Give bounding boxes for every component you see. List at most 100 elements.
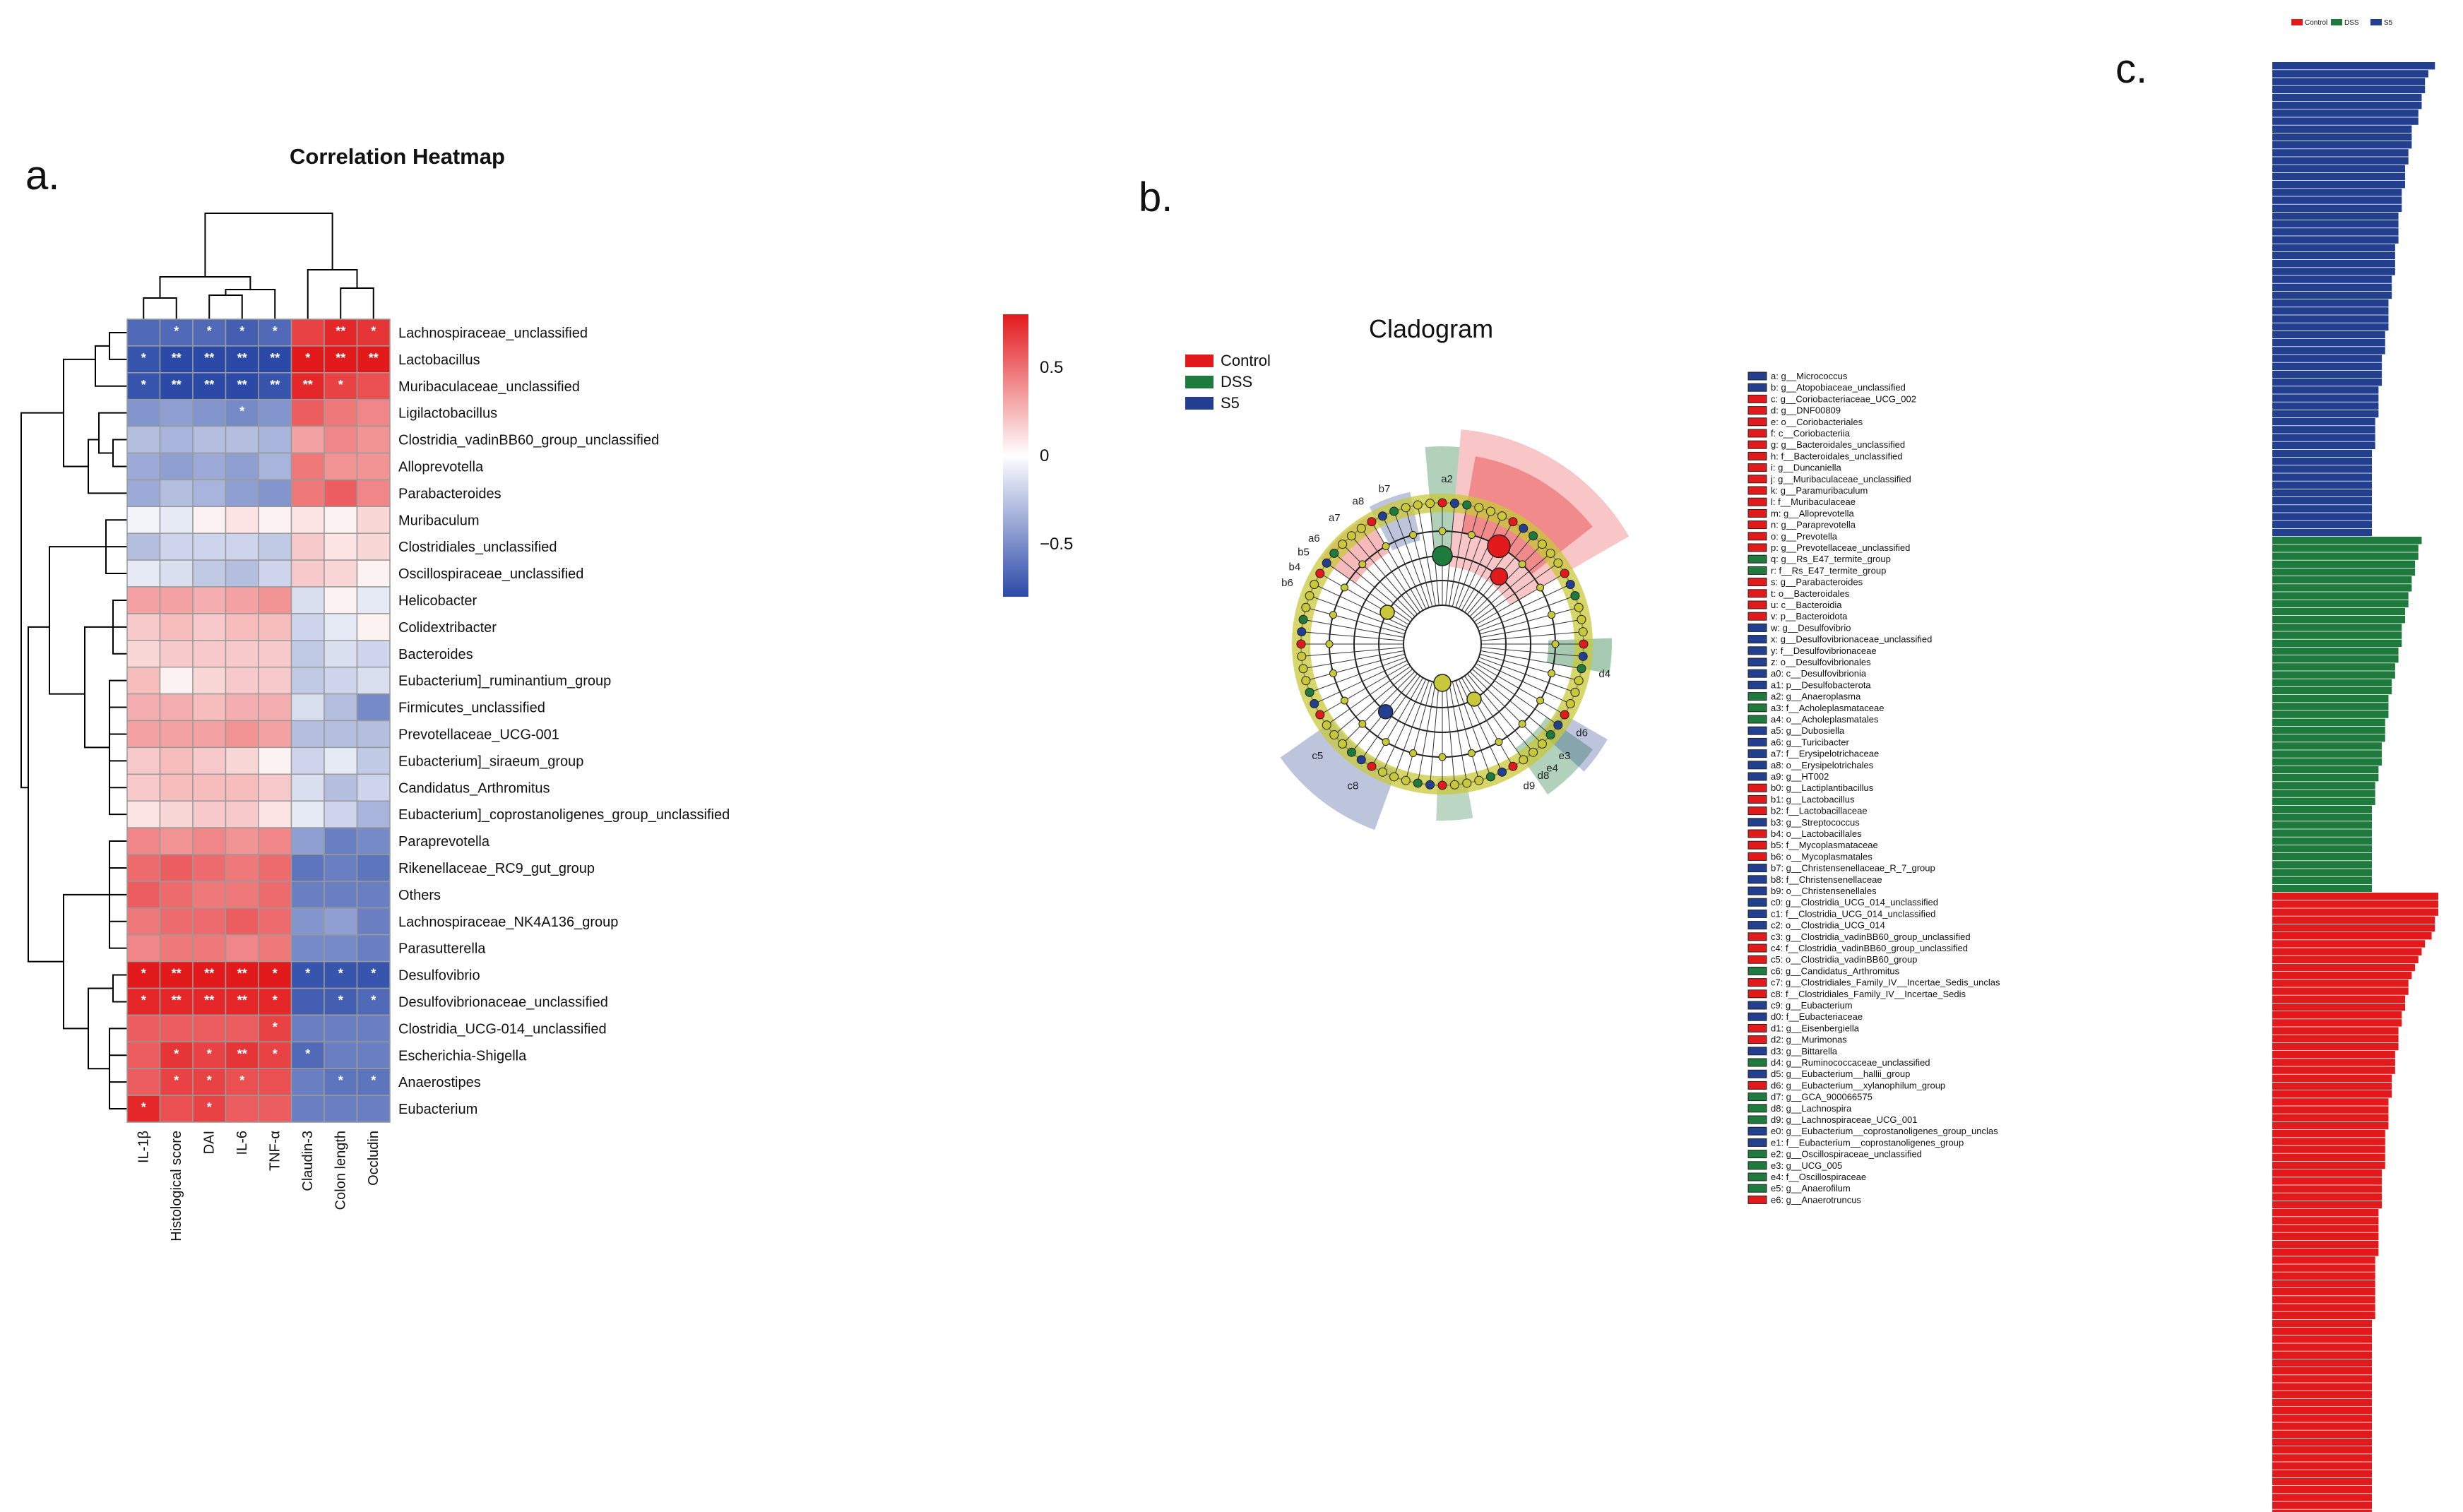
lda-bar [2272, 1375, 2372, 1383]
column-label: IL-6 [235, 1131, 250, 1155]
taxon-label: g: g__Bacteroidales_unclassified [1771, 439, 1905, 450]
lda-bar [2272, 1335, 2372, 1343]
cladogram-node [1301, 602, 1311, 612]
significance-mark: ** [204, 378, 214, 392]
lda-bar [2272, 1501, 2372, 1509]
lda-bar [2272, 93, 2422, 102]
lda-bar [2272, 1486, 2372, 1494]
row-label: Eubacterium [398, 1102, 477, 1117]
taxon-label: d4: g__Ruminococcaceae_unclassified [1771, 1057, 1930, 1068]
heatmap-cell [258, 586, 292, 614]
cladogram-node [1322, 558, 1331, 568]
cladogram-node [1545, 730, 1555, 740]
lda-bar [2272, 647, 2399, 655]
cladogram-branch [1382, 516, 1427, 609]
taxon-swatch [1747, 532, 1767, 541]
heatmap-cell [126, 452, 161, 481]
lda-bar [2272, 1106, 2389, 1114]
taxon-label: c6: g__Candidatus_Arthromitus [1771, 965, 1900, 976]
lda-bar [2272, 1319, 2372, 1328]
cladogram-node [1548, 611, 1556, 619]
heatmap-cell [258, 640, 292, 668]
cladogram-branch [1326, 666, 1411, 726]
lda-bar [2272, 307, 2389, 315]
cladogram-branch [1473, 666, 1559, 726]
cladogram-node [1508, 517, 1518, 527]
cladogram-branch [1394, 511, 1430, 608]
taxon-label: z: o__Desulfovibrionales [1771, 657, 1871, 667]
cladogram-branch [1334, 553, 1413, 620]
heatmap-cell [192, 425, 227, 454]
lda-bar [2272, 1090, 2392, 1098]
lda-bar [2272, 956, 2419, 963]
lda-bar [2272, 347, 2385, 355]
taxon-swatch [1747, 486, 1767, 495]
heatmap-cell [290, 425, 325, 454]
lda-legend-label: DSS [2344, 19, 2359, 27]
row-dendrogram-branch [95, 345, 127, 387]
cladogram-node [1340, 583, 1348, 592]
correlation-heatmap: * * * * ** * Lachnospiraceae_unclassified* ** **… [20, 213, 1073, 1242]
cladogram-branch [1471, 668, 1551, 735]
cladogram-node [1382, 738, 1390, 746]
taxon-swatch [1747, 1047, 1767, 1056]
heatmap-cell [192, 479, 227, 508]
significance-mark: * [174, 1047, 179, 1061]
lda-bar [2272, 1407, 2372, 1415]
taxon-label: e5: g__Anaerofilum [1771, 1183, 1851, 1193]
cladogram-node [1438, 527, 1447, 535]
taxon-swatch [1747, 921, 1767, 930]
heatmap-cell [324, 934, 358, 963]
heatmap-cell [324, 987, 358, 1016]
cladogram-node [1367, 517, 1377, 527]
lda-bar [2272, 940, 2426, 948]
row-label: Paraprevotella [398, 834, 490, 850]
row-label: Colidextribacter [398, 620, 497, 636]
taxon-label: d1: g__Eisenbergiella [1771, 1023, 1860, 1033]
lda-bar [2272, 987, 2409, 995]
sector-label: a2 [1441, 473, 1453, 485]
cladogram-node [1529, 531, 1538, 541]
taxon-swatch [1747, 578, 1767, 587]
lda-bar [2272, 1169, 2382, 1177]
heatmap-cell [159, 1095, 194, 1123]
lda-bar [2272, 916, 2435, 924]
lda-bar [2272, 1082, 2392, 1090]
cladogram-branch [1480, 650, 1582, 669]
lda-bar [2272, 552, 2419, 560]
taxon-swatch [1747, 429, 1767, 438]
cladogram-node [1305, 687, 1314, 697]
heatmap-cell [225, 532, 259, 561]
cladogram-branch [1301, 631, 1404, 641]
lda-bar [2272, 1383, 2372, 1391]
heatmap-cell [356, 452, 391, 481]
row-dendrogram-branch [112, 974, 127, 1003]
cladogram-branch [1371, 677, 1423, 767]
lda-bar [2272, 568, 2416, 576]
taxon-swatch [1747, 1104, 1767, 1113]
lda-bar [2272, 228, 2399, 236]
heatmap-cell [126, 746, 161, 775]
taxon-label: j: g__Muribaculaceae_unclassified [1770, 474, 1911, 484]
significance-mark: ** [204, 993, 214, 1007]
taxon-swatch [1747, 1115, 1767, 1124]
significance-mark: * [371, 993, 376, 1007]
cladogram-node [1518, 560, 1526, 569]
taxon-label: h: f__Bacteroidales_unclassified [1771, 451, 1902, 461]
lda-bar [2272, 1359, 2372, 1367]
taxon-swatch [1747, 761, 1767, 770]
column-dendrogram-branch [208, 294, 243, 319]
taxon-swatch [1747, 383, 1767, 392]
lda-bar [2272, 869, 2372, 876]
taxon-label: v: p__Bacteroidota [1771, 611, 1848, 621]
row-label: Prevotellaceae_UCG-001 [398, 727, 559, 742]
heatmap-cell [159, 398, 194, 427]
taxon-swatch [1747, 875, 1767, 884]
lda-legend-label: S5 [2384, 19, 2393, 27]
lda-bar [2272, 78, 2426, 85]
lda-bar [2272, 790, 2375, 797]
heatmap-cell [356, 586, 391, 614]
heatmap-cell [258, 398, 292, 427]
heatmap-cell [290, 479, 325, 508]
heatmap-cell [225, 452, 259, 481]
